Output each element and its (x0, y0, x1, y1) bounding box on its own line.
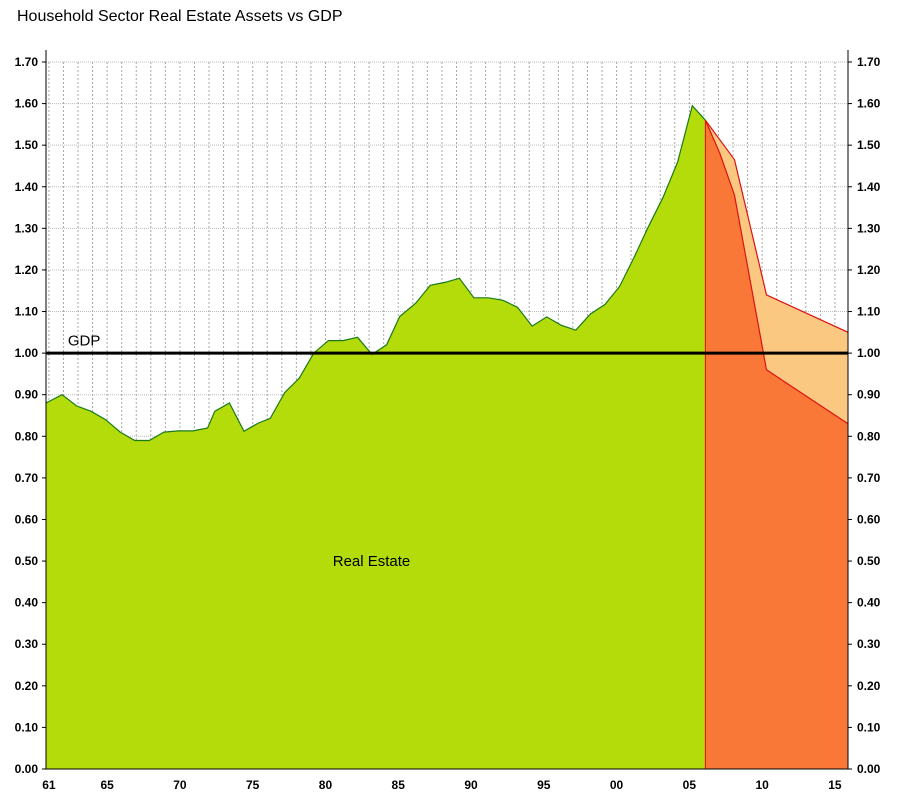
y-tick-label-right: 1.30 (857, 221, 881, 235)
y-tick-label-left: 1.70 (15, 55, 39, 69)
y-tick-label-left: 1.50 (15, 138, 39, 152)
x-tick-label: 80 (319, 778, 333, 792)
y-tick-label-left: 0.10 (15, 720, 39, 734)
y-tick-label-left: 0.40 (15, 596, 39, 610)
x-tick-label: 00 (610, 778, 624, 792)
y-tick-label-right: 0.90 (857, 388, 881, 402)
y-tick-label-right: 0.70 (857, 471, 881, 485)
x-tick-label: 95 (537, 778, 551, 792)
chart-title: Household Sector Real Estate Assets vs G… (17, 8, 343, 25)
y-tick-label-right: 1.40 (857, 180, 881, 194)
y-tick-label-right: 1.20 (857, 263, 881, 277)
y-tick-label-left: 1.60 (15, 97, 39, 111)
y-tick-label-right: 0.10 (857, 720, 881, 734)
y-tick-label-left: 0.80 (15, 429, 39, 443)
series-area-0 (46, 105, 706, 769)
y-tick-label-right: 1.70 (857, 55, 881, 69)
areas (45, 104, 849, 769)
y-tick-label-right: 0.40 (857, 596, 881, 610)
x-tick-label: 85 (392, 778, 406, 792)
x-tick-label: 75 (246, 778, 260, 792)
y-tick-label-right: 0.50 (857, 554, 881, 568)
x-tick-label: 70 (173, 778, 187, 792)
axes (42, 50, 852, 770)
x-tick-label: 90 (464, 778, 478, 792)
x-tick-label: 65 (100, 778, 114, 792)
y-tick-label-right: 0.00 (857, 762, 881, 776)
y-tick-label-left: 0.30 (15, 637, 39, 651)
x-tick-label: 05 (683, 778, 697, 792)
y-tick-label-left: 0.00 (15, 762, 39, 776)
y-tick-label-left: 1.10 (15, 305, 39, 319)
x-tick-label: 15 (828, 778, 842, 792)
y-tick-label-left: 1.00 (15, 346, 39, 360)
y-tick-label-left: 0.50 (15, 554, 39, 568)
y-tick-label-right: 0.20 (857, 679, 881, 693)
y-tick-label-right: 1.50 (857, 138, 881, 152)
y-tick-label-left: 1.40 (15, 180, 39, 194)
x-tick-label: 61 (42, 778, 56, 792)
y-tick-label-left: 1.20 (15, 263, 39, 277)
series-area-2 (705, 120, 848, 769)
y-tick-label-left: 0.60 (15, 512, 39, 526)
y-tick-label-right: 1.00 (857, 346, 881, 360)
y-tick-label-left: 0.70 (15, 471, 39, 485)
y-tick-label-right: 0.80 (857, 429, 881, 443)
annotation-real-estate: Real Estate (333, 553, 411, 570)
labels: 0.00 0.00 0.10 0.10 0.20 0.20 0.30 0.30 0.40 0.40… (15, 55, 881, 792)
y-tick-label-right: 0.60 (857, 512, 881, 526)
annotation-gdp: GDP (68, 333, 101, 350)
y-tick-label-right: 1.60 (857, 97, 881, 111)
series-line-1 (704, 119, 849, 333)
x-tick-label: 10 (755, 778, 769, 792)
y-tick-label-left: 0.90 (15, 388, 39, 402)
y-tick-label-right: 0.30 (857, 637, 881, 651)
y-tick-label-right: 1.10 (857, 305, 881, 319)
y-tick-label-left: 1.30 (15, 221, 39, 235)
y-tick-label-left: 0.20 (15, 679, 39, 693)
series-line-2 (704, 119, 849, 425)
